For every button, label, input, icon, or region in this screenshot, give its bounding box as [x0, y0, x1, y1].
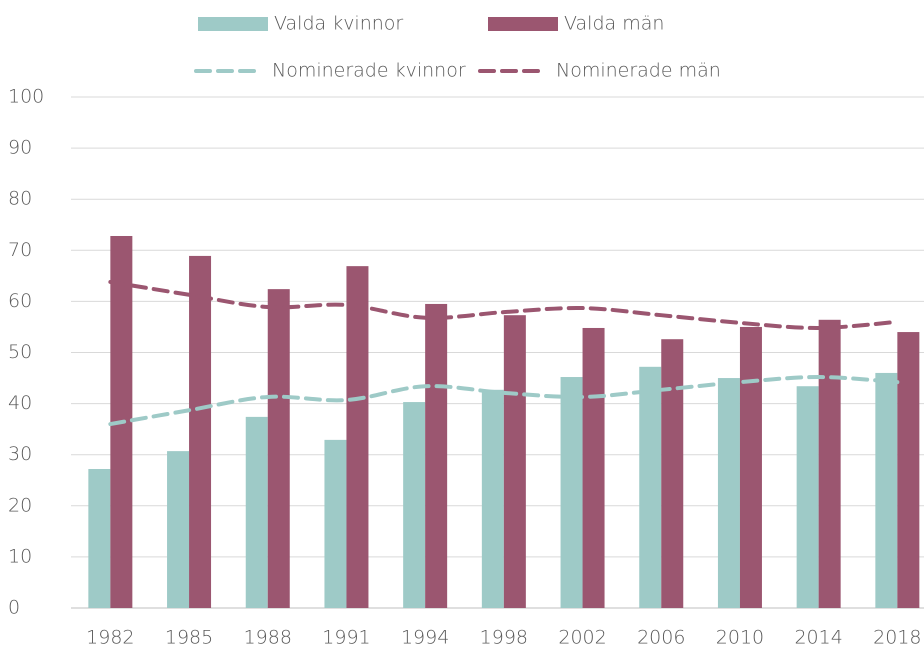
bar	[661, 339, 684, 608]
bar	[639, 366, 662, 608]
y-tick-label: 70	[8, 239, 32, 261]
bar	[324, 439, 347, 608]
y-tick-label: 80	[8, 188, 32, 210]
x-tick-label: 2018	[873, 627, 921, 647]
bar	[481, 389, 504, 608]
bar	[875, 372, 898, 608]
y-tick-label: 40	[8, 392, 32, 414]
x-tick-label: 2014	[794, 627, 842, 647]
bar	[189, 255, 212, 608]
bar	[717, 378, 740, 608]
bar	[739, 326, 762, 608]
y-tick-label: 0	[8, 597, 20, 619]
bar	[88, 469, 111, 608]
y-tick-label: 10	[8, 545, 32, 567]
x-tick-label: 2006	[637, 627, 685, 647]
line	[108, 375, 900, 427]
bar	[425, 303, 448, 608]
bar	[267, 289, 290, 608]
bar	[582, 327, 605, 608]
legend-swatch	[488, 17, 558, 31]
bar	[560, 377, 583, 608]
bar	[167, 451, 190, 608]
y-tick-label: 20	[8, 494, 32, 516]
x-tick-label: 1991	[322, 627, 370, 647]
legend-label: Nominerade kvinnor	[272, 60, 466, 82]
bar	[796, 386, 819, 608]
x-tick-label: 2002	[558, 627, 606, 647]
x-tick-label: 1998	[480, 627, 528, 647]
bar	[346, 266, 369, 608]
legend-label: Valda kvinnor	[274, 13, 403, 35]
line	[108, 279, 900, 330]
x-tick-label: 1982	[86, 627, 134, 647]
x-tick-label: 2010	[716, 627, 764, 647]
x-tick-label: 1988	[244, 627, 292, 647]
y-tick-label: 90	[8, 137, 32, 159]
bar	[503, 315, 526, 608]
bar	[403, 402, 426, 608]
y-tick-label: 50	[8, 341, 32, 363]
x-tick-label: 1985	[165, 627, 213, 647]
y-tick-label: 30	[8, 443, 32, 465]
bar	[897, 332, 920, 608]
legend-label: Valda män	[564, 13, 664, 35]
x-tick-label: 1994	[401, 627, 449, 647]
legend-label: Nominerade män	[556, 60, 721, 82]
bar	[245, 416, 268, 608]
y-tick-label: 100	[8, 86, 44, 108]
bar	[818, 319, 841, 608]
y-tick-label: 60	[8, 290, 32, 312]
legend-swatch	[198, 17, 268, 31]
